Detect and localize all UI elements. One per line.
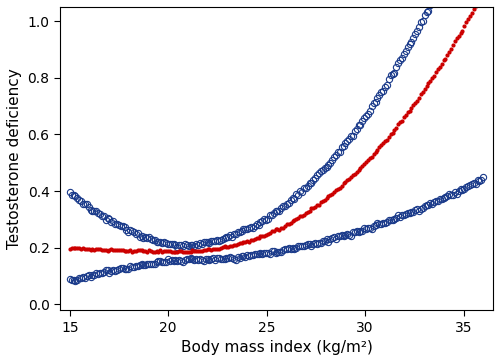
X-axis label: Body mass index (kg/m²): Body mass index (kg/m²) xyxy=(180,340,372,355)
Y-axis label: Testosterone deficiency: Testosterone deficiency xyxy=(7,68,22,249)
